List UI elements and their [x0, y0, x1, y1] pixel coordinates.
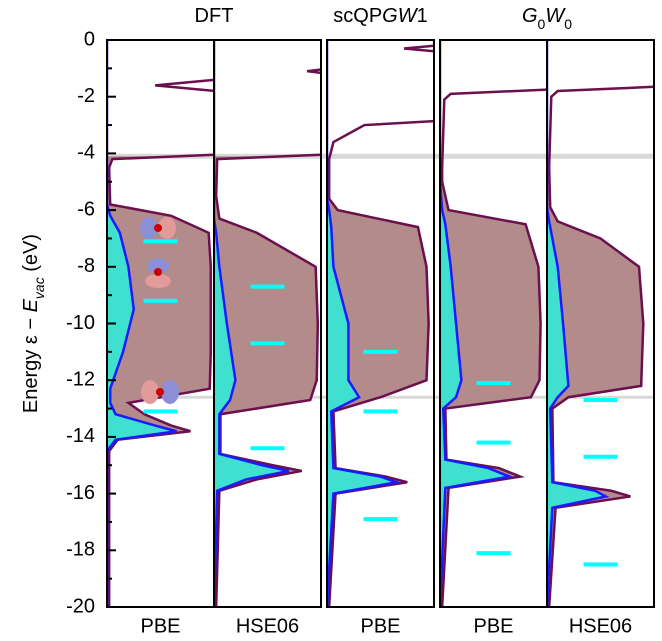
orbital-icon	[141, 380, 179, 404]
dos-panel	[327, 40, 434, 607]
energy-level	[250, 284, 285, 289]
energy-level	[363, 517, 398, 522]
projected-dos-line	[107, 40, 177, 607]
orbital-icon	[145, 258, 171, 288]
orbital-icon	[140, 217, 176, 239]
energy-level	[583, 398, 618, 403]
occupied-fill	[327, 156, 429, 607]
group-title: DFT	[195, 5, 234, 27]
energy-level	[143, 298, 178, 303]
panel-label: PBE	[140, 615, 180, 637]
atom	[156, 388, 164, 396]
text-run: E	[20, 298, 42, 312]
total-dos-line	[107, 78, 214, 607]
text-run: DFT	[195, 5, 234, 27]
total-dos-line	[547, 85, 654, 607]
data-layer	[107, 40, 654, 607]
dos-panel	[547, 40, 654, 607]
orbital-lobe	[147, 258, 169, 274]
y-axis-label: Energy ε − Evac (eV)	[20, 234, 46, 413]
text-run: Energy ε −	[20, 312, 42, 413]
orbital-lobe	[145, 274, 171, 288]
projected-dos-line	[440, 40, 515, 607]
projected-dos-fill	[547, 156, 606, 607]
energy-level	[250, 446, 285, 451]
y-tick-label: -10	[66, 312, 95, 334]
group-frame	[326, 39, 435, 608]
text-run: W	[545, 5, 566, 27]
y-tick-label: -12	[66, 368, 95, 390]
total-dos-fill	[327, 156, 429, 607]
panel-label: PBE	[473, 615, 513, 637]
group-title: G0W0	[522, 5, 572, 31]
orbital-icons	[140, 217, 179, 404]
orbital-lobe	[140, 217, 158, 239]
energy-level	[363, 409, 398, 414]
atom	[154, 224, 162, 232]
projected-dos-fill	[107, 156, 177, 607]
panel-label: HSE06	[236, 615, 299, 637]
projected-dos-line	[214, 40, 290, 607]
text-run: 0	[538, 16, 546, 32]
energy-level	[583, 562, 618, 567]
energy-level	[476, 381, 511, 386]
energy-level	[583, 454, 618, 459]
text-run: (eV)	[20, 234, 42, 277]
y-tick-label: -2	[77, 85, 95, 107]
projected-dos-line	[547, 40, 610, 607]
panel-label: HSE06	[569, 615, 632, 637]
y-tick-label: -14	[66, 425, 95, 447]
energy-level	[476, 551, 511, 556]
y-tick-label: -16	[66, 482, 95, 504]
foreground-layer: Energy ε − Evac (eV) 0 -2 -4 -6 -8 -10 -12 -14 -1…	[20, 5, 655, 637]
total-dos-line	[440, 88, 547, 607]
projected-dos-fill	[214, 156, 289, 607]
y-tick-label: -18	[66, 539, 95, 561]
group-title: scQPGW1	[333, 5, 427, 27]
text-run: G	[522, 5, 538, 27]
projected-dos-fill	[440, 156, 510, 607]
energy-level	[476, 440, 511, 445]
energy-level	[143, 239, 178, 244]
text-run: GW	[382, 5, 419, 27]
total-dos-fill	[214, 156, 318, 607]
text-run: 1	[417, 5, 428, 27]
y-tick-label: 0	[84, 28, 95, 50]
panel-label: PBE	[360, 615, 400, 637]
text-run: vac	[31, 277, 47, 299]
total-dos-line	[214, 68, 321, 607]
text-run: scQP	[333, 5, 382, 27]
orbital-lobe	[161, 380, 179, 404]
projected-dos-line	[327, 40, 402, 607]
energy-level	[250, 341, 285, 346]
energy-level	[363, 349, 398, 354]
y-tick-label: -8	[77, 255, 95, 277]
group-frame	[439, 39, 655, 608]
orbital-lobe	[158, 217, 176, 239]
total-dos-fill	[107, 156, 211, 607]
atom	[154, 268, 162, 276]
projected-dos-fill	[327, 156, 397, 607]
dos-panel	[214, 40, 321, 607]
energy-level	[143, 409, 178, 414]
occupied-fill	[107, 156, 211, 607]
text-run: 0	[564, 16, 572, 32]
y-tick-label: -4	[77, 142, 95, 164]
y-tick-label: -6	[77, 198, 95, 220]
dos-panel	[107, 40, 214, 607]
y-tick-label: -20	[66, 595, 95, 617]
occupied-fill	[214, 156, 318, 607]
group-frame	[106, 39, 322, 608]
orbital-lobe	[141, 380, 159, 404]
